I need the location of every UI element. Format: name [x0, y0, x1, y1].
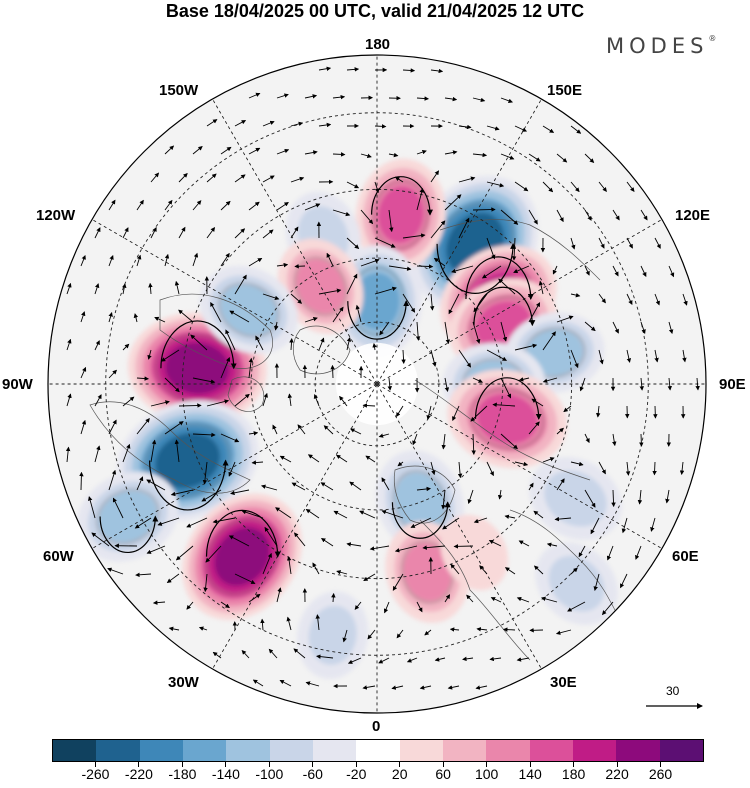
- wind-vector: [179, 405, 201, 406]
- lon-label-60w: 60W: [43, 548, 74, 565]
- lon-label-120e: 120E: [675, 207, 710, 224]
- lon-label-120w: 120W: [36, 207, 75, 224]
- colorbar-label: -20: [334, 766, 378, 782]
- lon-label-90e: 90E: [719, 376, 746, 393]
- lon-label-0: 0: [372, 718, 380, 735]
- wind-vector: [654, 462, 655, 475]
- colorbar-label: 20: [378, 766, 422, 782]
- colorbar-swatch: [573, 740, 616, 761]
- wind-vector: [332, 366, 333, 378]
- wind-vector: [417, 266, 433, 267]
- colorbar-swatch: [616, 740, 659, 761]
- lon-label-30e: 30E: [550, 674, 577, 691]
- lon-label-30w: 30W: [168, 674, 199, 691]
- colorbar-swatch: [53, 740, 96, 761]
- colorbar-swatch: [530, 740, 573, 761]
- reference-vector-label: 30: [666, 684, 679, 698]
- colorbar-swatch: [226, 740, 269, 761]
- colorbar-swatch: [400, 740, 443, 761]
- colorbar-swatch: [443, 740, 486, 761]
- colorbar-label: -260: [73, 766, 117, 782]
- wind-vector: [333, 154, 345, 155]
- colorbar: [52, 739, 704, 762]
- lon-label-150e: 150E: [547, 82, 582, 99]
- colorbar-label: -220: [117, 766, 161, 782]
- colorbar-label: -100: [247, 766, 291, 782]
- lon-label-180: 180: [365, 36, 390, 53]
- colorbar-label: -60: [291, 766, 335, 782]
- colorbar-swatch: [270, 740, 313, 761]
- colorbar-swatch: [486, 740, 529, 761]
- map-disc: [48, 55, 708, 715]
- colorbar-label: 180: [552, 766, 596, 782]
- colorbar-label: 60: [421, 766, 465, 782]
- colorbar-swatch: [96, 740, 139, 761]
- lon-label-90w: 90W: [2, 376, 33, 393]
- wind-vector: [504, 629, 515, 630]
- colorbar-label: -180: [160, 766, 204, 782]
- colorbar-swatch: [140, 740, 183, 761]
- wind-vector: [473, 209, 495, 210]
- colorbar-swatch: [660, 740, 703, 761]
- colorbar-label: 220: [595, 766, 639, 782]
- colorbar-swatch: [356, 740, 399, 761]
- colorbar-swatch: [313, 740, 356, 761]
- colorbar-label: -140: [204, 766, 248, 782]
- lon-label-60e: 60E: [672, 548, 699, 565]
- colorbar-label: 140: [508, 766, 552, 782]
- wind-vector: [375, 126, 386, 127]
- colorbar-label: 260: [639, 766, 683, 782]
- lon-label-150w: 150W: [159, 82, 198, 99]
- colorbar-swatch: [183, 740, 226, 761]
- colorbar-label: 100: [465, 766, 509, 782]
